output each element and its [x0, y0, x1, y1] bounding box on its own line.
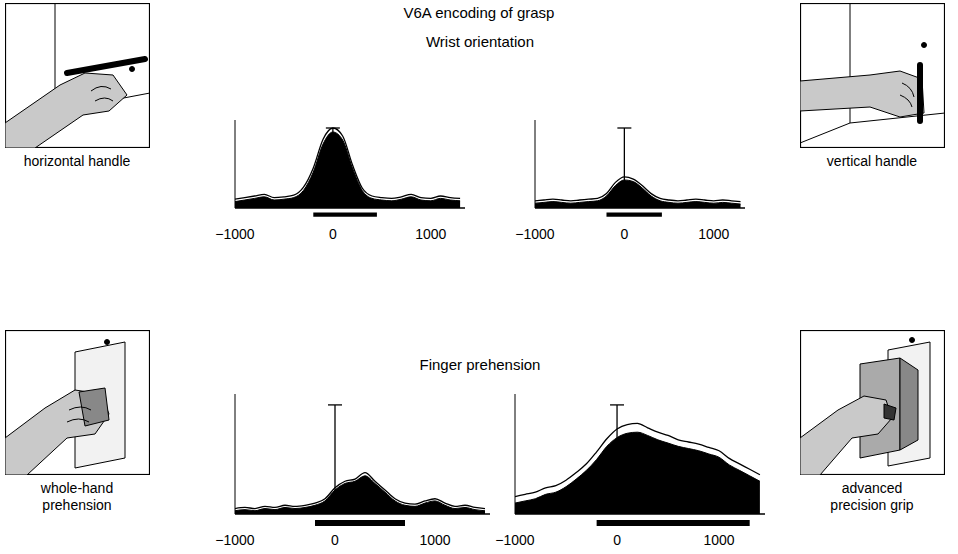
svg-text:1000: 1000 — [415, 226, 446, 242]
html-text:Finger prehension: Finger prehension — [419, 356, 541, 373]
html-text:vertical handle: vertical handle — [826, 153, 918, 169]
svg-text:1000: 1000 — [419, 532, 450, 548]
svg-text:1000: 1000 — [704, 532, 735, 548]
html-text:Wrist orientation: Wrist orientation — [425, 33, 534, 50]
svg-text:−1000: −1000 — [515, 226, 555, 242]
html-text:advanced precision grip: advanced precision grip — [830, 480, 914, 513]
html-text:horizontal handle: horizontal handle — [23, 153, 131, 169]
svg-text:0: 0 — [329, 226, 337, 242]
html-text:whole-hand prehension: whole-hand prehension — [40, 480, 114, 513]
svg-text:−1000: −1000 — [495, 532, 535, 548]
svg-text:0: 0 — [613, 532, 621, 548]
svg-text:−1000: −1000 — [215, 532, 255, 548]
svg-text:1000: 1000 — [698, 226, 729, 242]
svg-text:−1000: −1000 — [215, 226, 255, 242]
html-text:V6A encoding of grasp: V6A encoding of grasp — [403, 4, 555, 21]
svg-text:0: 0 — [331, 532, 339, 548]
svg-text:0: 0 — [620, 226, 628, 242]
